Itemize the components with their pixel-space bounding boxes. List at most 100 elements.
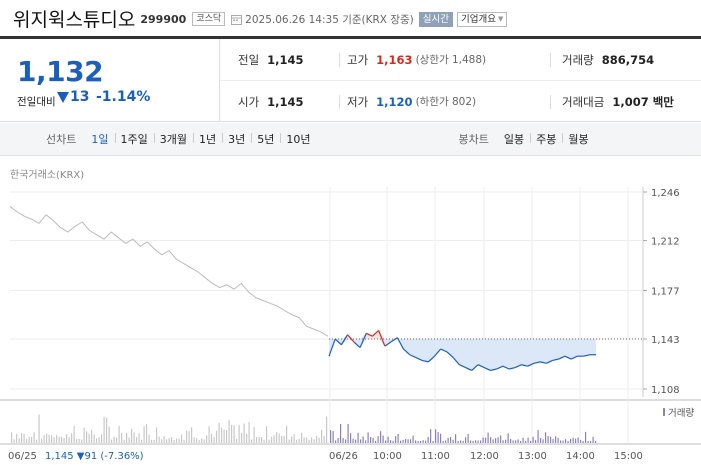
period-3y[interactable]: 3년 — [222, 131, 251, 147]
price-chart-svg[interactable]: 1,246 1,212 1,177 1,143 1,108 거래량 06/25 1,145… — [0, 157, 701, 465]
volume-bar — [502, 440, 504, 443]
y-tick-label: 1,143 — [651, 335, 680, 346]
volume-bar — [146, 423, 148, 443]
volume-bar — [326, 416, 328, 443]
candle-weekly[interactable]: 주봉 — [530, 131, 562, 147]
volume-bar — [81, 439, 83, 443]
volume-bar — [520, 440, 522, 443]
volume-bar — [88, 433, 90, 443]
x-axis-ticks: 06/25 1,145 ▼91 (-7.36%) 06/26 10:00 11:00 12… — [8, 451, 643, 462]
today-segment — [403, 348, 411, 356]
calendar-icon — [231, 14, 243, 25]
volume-bar — [253, 427, 255, 443]
today-segment — [409, 354, 417, 359]
volume-bar — [191, 427, 193, 443]
today-segment — [353, 341, 361, 349]
period-3m[interactable]: 3개월 — [153, 131, 193, 147]
trade-value-label: 거래대금 — [562, 94, 605, 109]
period-10y[interactable]: 10년 — [280, 131, 316, 147]
period-1d[interactable]: 1일 — [91, 133, 109, 146]
volume: 거래량 886,754 — [562, 39, 654, 80]
stock-code: 299900 — [140, 13, 187, 26]
period-1w[interactable]: 1주일 — [114, 131, 154, 147]
volume-bar — [537, 430, 539, 443]
volume-bar — [206, 435, 208, 443]
today-segment — [390, 337, 398, 343]
volume-bar — [495, 438, 497, 443]
today-segment — [427, 355, 435, 363]
chevron-down-icon: ▼ — [497, 14, 504, 23]
volume-bar — [470, 440, 472, 443]
x-tick-label: 15:00 — [614, 451, 643, 462]
volume-bar — [176, 438, 178, 443]
title-bar: 위지윅스튜디오 299900 코스닥 2025.06.26 14:35 기준(K… — [0, 0, 701, 36]
volume-bar — [203, 439, 205, 443]
volume-bar — [151, 439, 153, 443]
volume-bar — [522, 437, 524, 443]
volume-bar — [420, 440, 422, 443]
candle-monthly[interactable]: 월봉 — [562, 131, 594, 147]
volume-bar — [390, 440, 392, 443]
today-segment — [533, 361, 541, 364]
volume-bar — [357, 432, 359, 443]
volume-bar — [101, 434, 103, 443]
volume-bar — [198, 439, 200, 443]
quote-divider — [220, 80, 701, 81]
open-price: 시가 1,145 — [238, 81, 304, 122]
period-1y[interactable]: 1년 — [193, 131, 222, 147]
exchange-label: 한국거래소(KRX) — [10, 170, 85, 181]
volume-bar — [455, 434, 457, 443]
volume-bar — [567, 440, 569, 443]
volume-bar — [261, 437, 263, 443]
volume-bar — [193, 437, 195, 443]
volume-bar — [372, 437, 374, 443]
volume-bar — [118, 425, 120, 443]
volume-bar — [171, 436, 173, 443]
volume-bar — [153, 439, 155, 443]
volume-bar — [582, 440, 584, 443]
today-segment — [340, 334, 349, 346]
volume-bar — [532, 436, 534, 443]
company-overview-label: 기업개요 — [461, 13, 496, 25]
volume-bar — [335, 440, 337, 443]
quote-panel: 1,132 전일대비 13 -1.14% 전일 1,145 고가 1,163 (… — [0, 36, 701, 122]
volume-bar — [281, 435, 283, 443]
volume-bar — [266, 426, 268, 443]
volume-bar — [321, 429, 323, 443]
volume-bar — [587, 440, 589, 443]
volume-bar — [273, 435, 275, 443]
volume-bar — [218, 422, 220, 443]
volume-bar — [565, 439, 567, 443]
volume-bar — [460, 440, 462, 443]
volume-bar — [352, 438, 354, 443]
volume-bar — [121, 432, 123, 443]
today-segment — [384, 341, 392, 347]
volume-bar — [73, 426, 75, 443]
today-segment — [477, 364, 485, 369]
volume-bar — [56, 434, 58, 443]
volume-bar — [355, 439, 357, 443]
prev-close-value: 1,145 — [267, 52, 304, 67]
candle-daily[interactable]: 일봉 — [503, 133, 525, 146]
volume-bar — [527, 437, 529, 443]
intraday-chart[interactable]: 한국거래소(KRX) 1,246 1,212 1,177 1,143 1,108 거래량… — [0, 157, 701, 465]
company-overview-button[interactable]: 기업개요 ▼ — [457, 11, 508, 27]
today-segment — [502, 365, 510, 370]
volume-bar — [485, 437, 487, 443]
volume-bar — [258, 436, 260, 443]
volume-bar — [63, 437, 65, 443]
volume-bar — [313, 439, 315, 443]
volume-bar — [397, 433, 399, 443]
volume-bar — [318, 437, 320, 443]
volume-bar — [387, 436, 389, 443]
period-5y[interactable]: 5년 — [251, 131, 280, 147]
volume-bar — [442, 440, 444, 443]
volume-bar — [452, 439, 454, 443]
separator — [339, 53, 340, 67]
volume-bar — [552, 439, 554, 443]
volume-bar — [31, 437, 33, 443]
y-tick-label: 1,212 — [651, 237, 680, 248]
today-segment — [490, 368, 497, 372]
volume-bar — [547, 435, 549, 443]
volume-bar — [148, 434, 150, 443]
